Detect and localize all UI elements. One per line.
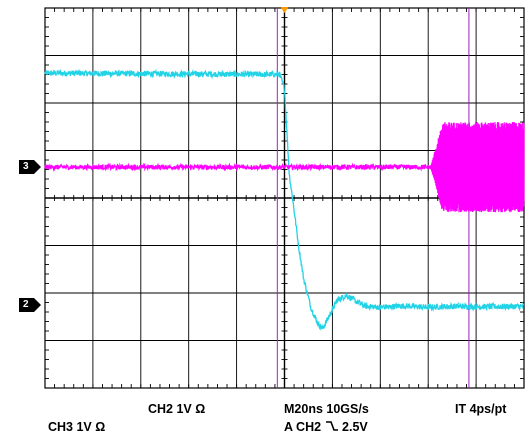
channel-3-marker: 3	[19, 160, 41, 175]
interpolation-readout: IT 4ps/pt	[455, 402, 507, 416]
timebase-readout: M20ns 10GS/s	[284, 402, 369, 416]
trigger-readout: A CH2 2.5V	[284, 420, 368, 434]
ch3-scale-readout: CH3 1V Ω	[48, 420, 106, 434]
trigger-level: 2.5V	[342, 420, 368, 434]
trigger-position-icon	[280, 7, 289, 13]
channel-marker-label: 2	[23, 298, 29, 310]
falling-edge-icon	[325, 420, 339, 432]
waveform-traces	[44, 68, 525, 332]
trigger-position-marker	[280, 7, 289, 13]
channel-2-marker: 2	[19, 297, 41, 312]
trace-ch2	[44, 68, 525, 332]
trace-ch3-burst	[430, 122, 525, 213]
trigger-source: A CH2	[284, 420, 322, 434]
channel-marker-label: 3	[23, 161, 29, 173]
ch2-scale-readout: CH2 1V Ω	[148, 402, 206, 416]
